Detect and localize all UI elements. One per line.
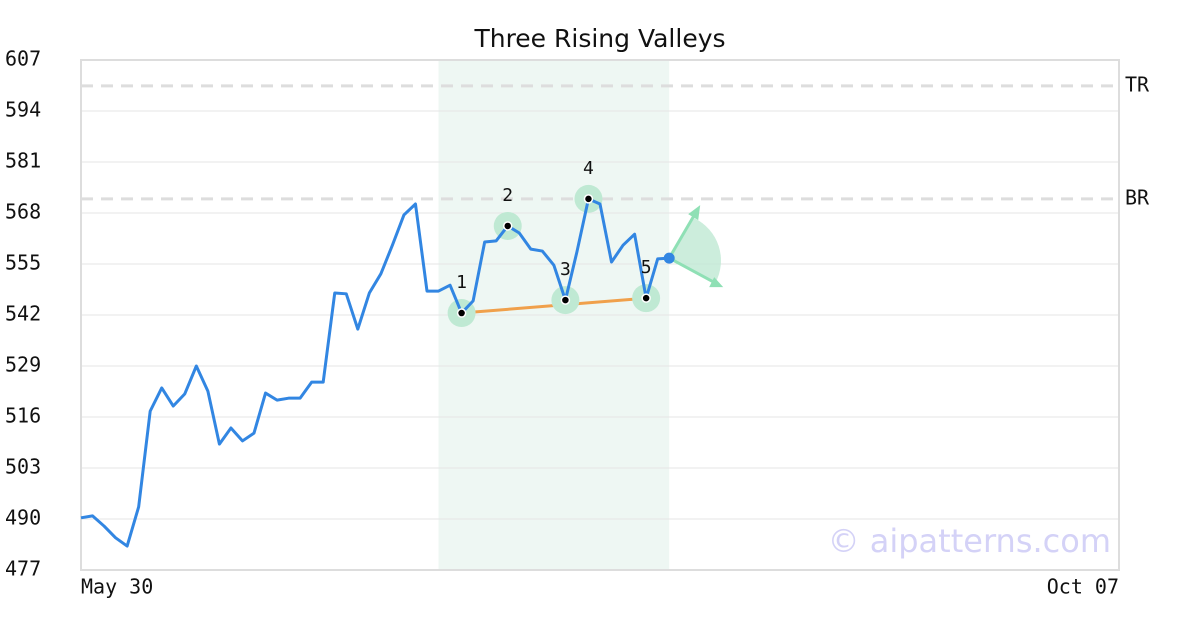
pattern-label: 3 [560, 259, 571, 280]
last-point [663, 252, 675, 264]
plot-frame [80, 59, 1120, 571]
pattern-label: 1 [456, 272, 467, 293]
y-tick-label: 594 [5, 98, 41, 122]
y-tick-label: 607 [5, 47, 41, 71]
y-tick-label: 581 [5, 149, 41, 173]
y-tick-label: 490 [5, 506, 41, 530]
arrow-head [688, 205, 701, 221]
x-tick-label: May 30 [81, 575, 153, 599]
level-label: TR [1125, 72, 1150, 96]
level-label: BR [1125, 185, 1150, 209]
y-tick-label: 529 [5, 353, 41, 377]
y-tick-label: 542 [5, 302, 41, 326]
y-tick-label: 568 [5, 200, 41, 224]
pattern-point [560, 295, 571, 305]
pattern-label: 4 [583, 158, 594, 179]
pattern-label: 5 [641, 257, 652, 278]
arrow-head [709, 277, 724, 288]
projection-arrow [667, 209, 699, 259]
chart-title: Three Rising Valleys [473, 24, 725, 53]
y-tick-label: 503 [5, 455, 41, 479]
price-line [80, 197, 670, 548]
pattern-label: 2 [502, 185, 513, 206]
watermark: © aipatterns.com [828, 522, 1111, 560]
y-tick-label: 555 [5, 251, 41, 275]
x-tick-label: Oct 07 [1047, 575, 1119, 599]
pattern-point [456, 308, 467, 318]
y-tick-label: 477 [5, 557, 41, 581]
pattern-point [583, 194, 594, 204]
projection-arrow [668, 256, 720, 287]
projection-fan [669, 218, 721, 284]
pattern-point [641, 293, 651, 303]
pattern-point [502, 221, 513, 231]
y-tick-label: 516 [5, 404, 41, 428]
